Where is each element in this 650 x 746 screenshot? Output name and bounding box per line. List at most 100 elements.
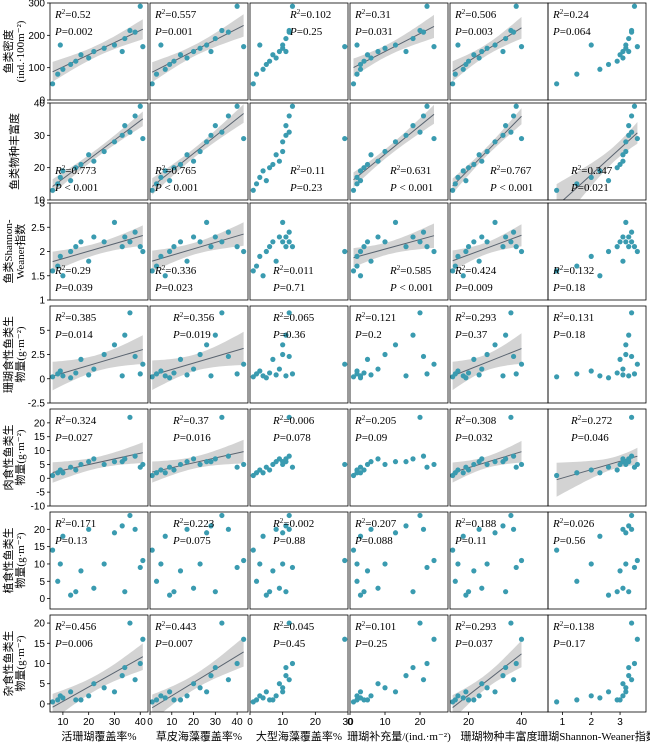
data-point — [623, 351, 629, 358]
data-point — [57, 174, 63, 180]
data-point — [137, 564, 143, 571]
p-value-label: P=0.56 — [552, 535, 586, 547]
data-point — [273, 258, 279, 264]
r-squared-value: =0.631 — [400, 165, 431, 177]
data-point — [500, 48, 506, 55]
data-point — [554, 547, 560, 553]
p-symbol: P — [454, 535, 462, 547]
r-squared-value: =0.24 — [563, 9, 589, 21]
panel-plot-layer — [150, 620, 247, 712]
data-point — [513, 103, 519, 109]
data-point — [392, 689, 399, 695]
data-point — [286, 526, 292, 532]
panel-frame — [349, 511, 449, 610]
data-point — [417, 414, 423, 420]
data-point — [455, 467, 461, 473]
data-point — [286, 677, 292, 683]
r-squared-value: =0.767 — [500, 165, 531, 177]
data-point — [260, 470, 266, 476]
panel-plot-layer — [554, 512, 640, 598]
r-superscript: 2 — [560, 517, 564, 525]
data-point — [73, 370, 79, 376]
data-point — [620, 372, 626, 378]
p-symbol: P — [454, 638, 462, 650]
data-point — [492, 689, 498, 695]
data-point — [450, 187, 456, 193]
r-squared-value: =0.37 — [183, 415, 209, 427]
data-point — [111, 219, 118, 225]
data-point — [204, 689, 210, 695]
data-point — [127, 414, 133, 420]
data-point — [280, 239, 286, 245]
regression-line — [452, 348, 522, 377]
data-point — [241, 248, 247, 255]
regression-line — [52, 235, 143, 263]
data-point — [289, 3, 296, 9]
data-point — [492, 42, 498, 48]
data-point — [190, 456, 197, 462]
data-point — [280, 561, 286, 567]
p-value: =0.13 — [62, 535, 88, 547]
r-symbol: R — [354, 518, 362, 530]
data-point — [267, 165, 273, 171]
panel-plot-layer — [450, 414, 525, 483]
data-point — [177, 568, 184, 574]
data-point — [55, 263, 61, 269]
data-point — [86, 526, 92, 532]
data-point — [267, 589, 273, 595]
r-squared-value: =0.585 — [400, 265, 431, 277]
r-squared-label: R2=0.102 — [289, 8, 331, 21]
data-point — [471, 52, 477, 58]
data-point — [184, 693, 190, 699]
panel-plot-layer — [150, 3, 247, 87]
data-point — [424, 371, 430, 377]
data-point — [55, 578, 61, 584]
data-point — [86, 152, 92, 158]
panel-plot-layer — [50, 414, 146, 483]
data-point — [190, 48, 197, 55]
data-point — [119, 244, 125, 250]
data-point — [273, 372, 279, 378]
data-point — [122, 332, 128, 338]
r-symbol: R — [570, 415, 578, 427]
data-point — [617, 239, 623, 245]
p-symbol: P — [389, 282, 397, 294]
data-point — [257, 42, 263, 48]
data-point — [554, 268, 560, 274]
p-symbol: P — [54, 282, 62, 294]
data-point — [212, 456, 218, 462]
data-point — [73, 589, 79, 595]
x-tick-label: 30 — [210, 717, 222, 728]
r-symbol: R — [454, 518, 462, 530]
r-symbol: R — [54, 415, 62, 427]
data-point — [78, 239, 84, 245]
x-tick-label: 40 — [232, 717, 244, 728]
data-point — [614, 58, 620, 64]
data-point — [197, 351, 203, 358]
y-tick-label: 300 — [28, 0, 45, 10]
data-point — [484, 351, 490, 358]
data-point — [342, 361, 348, 367]
data-point — [597, 533, 603, 539]
r-symbol: R — [552, 9, 560, 21]
data-point — [253, 578, 260, 584]
data-point — [73, 467, 79, 473]
r-symbol: R — [389, 265, 397, 277]
data-point — [150, 81, 155, 87]
r-symbol: R — [172, 415, 180, 427]
data-point — [364, 568, 371, 574]
x-tick-label: 2 — [588, 717, 594, 728]
data-point — [253, 697, 260, 703]
data-point — [403, 673, 409, 679]
data-point — [620, 55, 626, 61]
p-value-label: P=0.45 — [272, 638, 306, 650]
panel-frame — [149, 408, 249, 507]
data-point — [455, 693, 461, 699]
p-symbol: P — [54, 535, 62, 547]
data-point — [420, 453, 427, 459]
data-point — [286, 353, 292, 360]
data-point — [460, 273, 466, 279]
data-point — [280, 530, 286, 536]
data-point — [513, 3, 519, 9]
